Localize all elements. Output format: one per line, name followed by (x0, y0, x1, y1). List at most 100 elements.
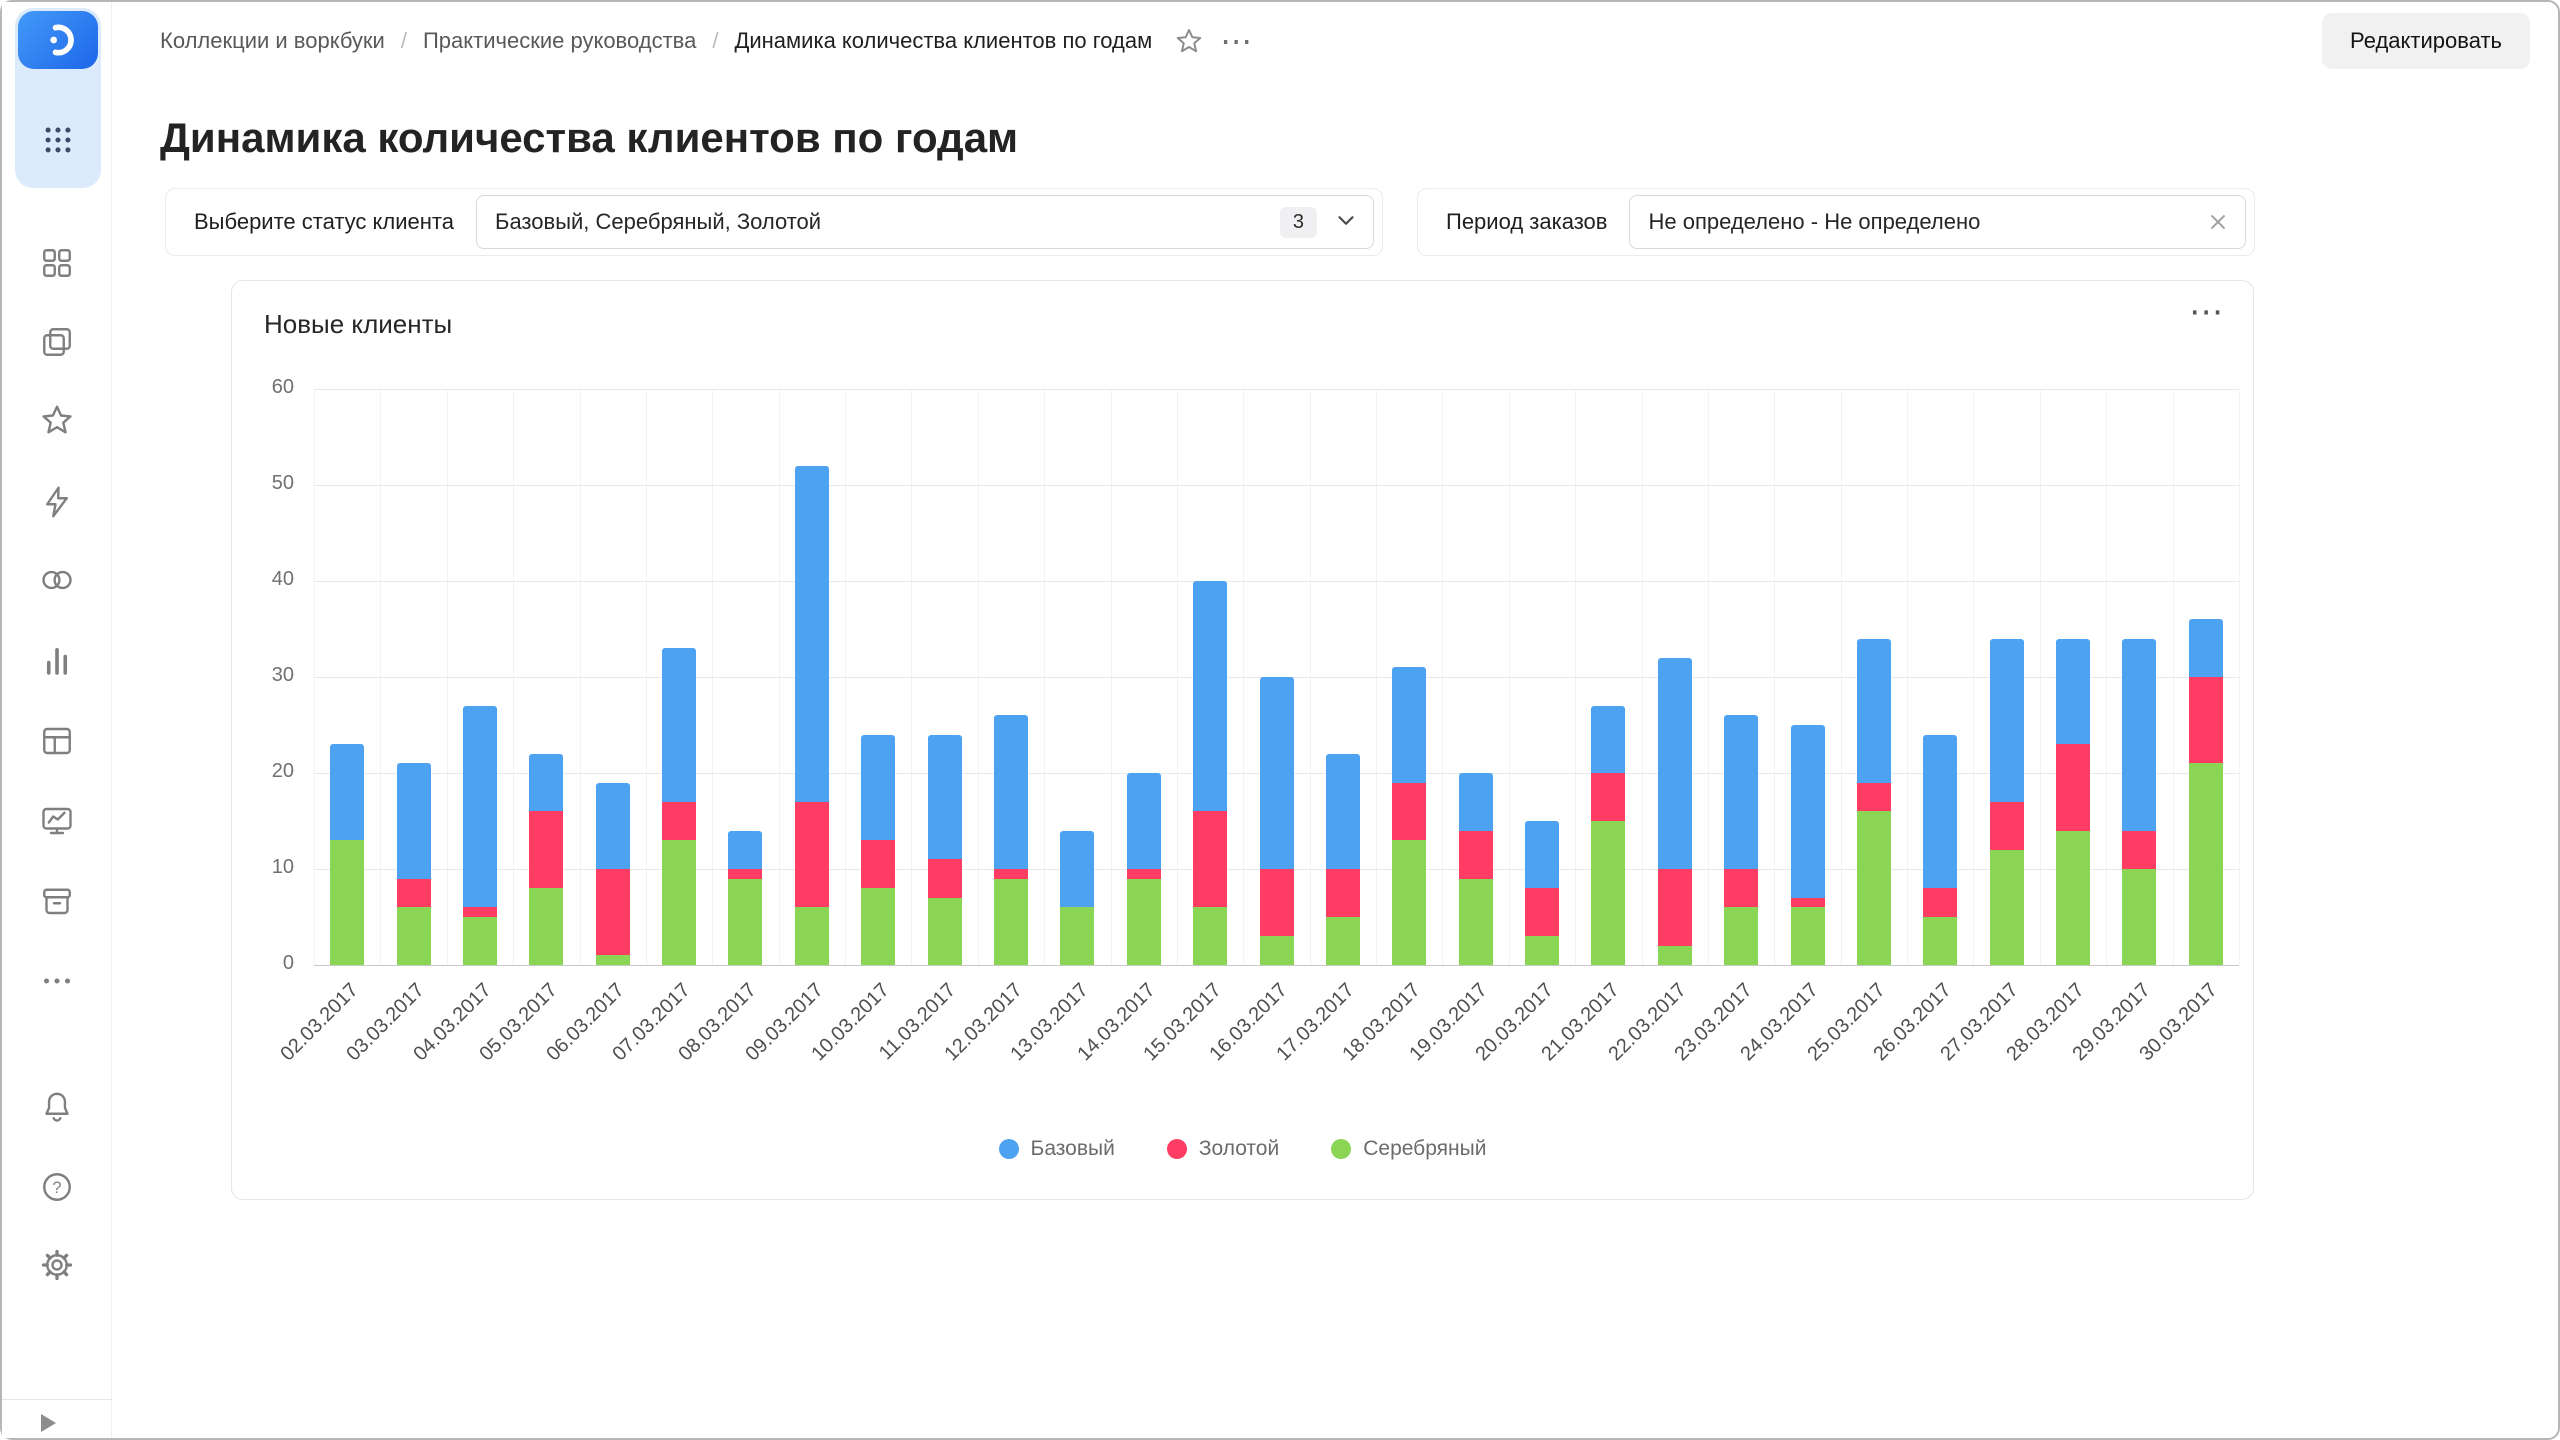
bar-segment[interactable] (662, 840, 697, 965)
stacked-bar[interactable] (1193, 581, 1228, 965)
period-input[interactable]: Не определено - Не определено (1629, 195, 2246, 249)
bar-segment[interactable] (330, 840, 365, 965)
bar-segment[interactable] (2056, 830, 2091, 965)
sidebar-item-more[interactable] (35, 959, 79, 1003)
stacked-bar[interactable] (1856, 638, 1891, 965)
bar-segment[interactable] (1325, 917, 1360, 965)
bar-segment[interactable] (1923, 917, 1958, 965)
sidebar-item-charts[interactable] (35, 639, 79, 683)
bar-segment[interactable] (1724, 907, 1759, 965)
stacked-bar[interactable] (529, 753, 564, 965)
bar-segment[interactable] (1060, 907, 1095, 965)
bar-segment[interactable] (861, 888, 896, 965)
stacked-bar[interactable] (1790, 725, 1825, 965)
status-select[interactable]: Базовый, Серебряный, Золотой 3 (476, 195, 1374, 249)
stacked-bar[interactable] (1657, 657, 1692, 965)
bar-segment[interactable] (1193, 811, 1228, 908)
bar-segment[interactable] (595, 782, 630, 870)
bar-segment[interactable] (1458, 773, 1493, 831)
sidebar-item-help[interactable]: ? (35, 1165, 79, 1209)
sidebar-item-dashboards[interactable] (35, 799, 79, 843)
stacked-bar[interactable] (1325, 753, 1360, 965)
bar-segment[interactable] (662, 801, 697, 841)
stacked-bar[interactable] (993, 715, 1028, 965)
breadcrumb-collections[interactable]: Коллекции и воркбуки (160, 28, 385, 53)
stacked-bar[interactable] (662, 648, 697, 965)
sidebar-item-workbooks[interactable] (35, 320, 79, 364)
bar-segment[interactable] (595, 955, 630, 965)
stacked-bar[interactable] (794, 465, 829, 965)
stacked-bar[interactable] (1126, 773, 1161, 965)
legend-item[interactable]: Базовый (998, 1137, 1115, 1161)
sidebar-item-storage[interactable] (35, 879, 79, 923)
bar-segment[interactable] (1525, 888, 1560, 937)
bar-segment[interactable] (1325, 753, 1360, 869)
bar-segment[interactable] (1790, 907, 1825, 965)
datalens-logo-icon[interactable] (18, 11, 98, 69)
bar-segment[interactable] (794, 801, 829, 908)
bar-segment[interactable] (1525, 821, 1560, 889)
bar-segment[interactable] (529, 753, 564, 812)
bar-segment[interactable] (1193, 907, 1228, 965)
bar-segment[interactable] (396, 878, 431, 908)
stacked-bar[interactable] (2056, 638, 2091, 965)
bar-segment[interactable] (462, 917, 497, 965)
bar-segment[interactable] (396, 907, 431, 965)
bar-segment[interactable] (1126, 869, 1161, 879)
bar-segment[interactable] (927, 859, 962, 898)
sidebar-item-datasets[interactable] (35, 719, 79, 763)
bar-segment[interactable] (1856, 782, 1891, 812)
bar-segment[interactable] (728, 869, 763, 879)
bar-segment[interactable] (1724, 869, 1759, 908)
bar-segment[interactable] (1790, 725, 1825, 898)
bar-segment[interactable] (794, 465, 829, 802)
bar-segment[interactable] (2056, 744, 2091, 831)
bar-segment[interactable] (794, 907, 829, 965)
bar-segment[interactable] (1259, 677, 1294, 870)
bar-segment[interactable] (1060, 830, 1095, 908)
bar-segment[interactable] (1591, 773, 1626, 821)
stacked-bar[interactable] (396, 763, 431, 965)
legend-item[interactable]: Серебряный (1331, 1137, 1486, 1161)
bar-segment[interactable] (1657, 657, 1692, 870)
bar-segment[interactable] (1126, 773, 1161, 870)
bar-segment[interactable] (1193, 581, 1228, 812)
bar-segment[interactable] (1259, 936, 1294, 965)
stacked-bar[interactable] (1591, 705, 1626, 965)
bar-segment[interactable] (2122, 830, 2157, 869)
bar-segment[interactable] (1325, 869, 1360, 917)
stacked-bar[interactable] (330, 744, 365, 965)
bar-segment[interactable] (1923, 888, 1958, 917)
stacked-bar[interactable] (595, 782, 630, 965)
stacked-bar[interactable] (1060, 830, 1095, 965)
bar-segment[interactable] (993, 878, 1028, 965)
stacked-bar[interactable] (861, 734, 896, 965)
bar-segment[interactable] (662, 648, 697, 802)
stacked-bar[interactable] (728, 830, 763, 965)
stacked-bar[interactable] (2188, 619, 2223, 965)
favorite-star-button[interactable] (1174, 26, 1204, 56)
chart-more-button[interactable]: ⋯ (2189, 295, 2223, 329)
sidebar-item-collections[interactable] (35, 241, 79, 285)
breadcrumb-guides[interactable]: Практические руководства (422, 28, 697, 53)
bar-segment[interactable] (728, 830, 763, 870)
bar-segment[interactable] (330, 744, 365, 841)
bar-segment[interactable] (1989, 801, 2024, 850)
bar-segment[interactable] (1856, 638, 1891, 783)
breadcrumb-more-button[interactable]: ⋯ (1220, 25, 1252, 57)
bar-segment[interactable] (1657, 945, 1692, 965)
bar-segment[interactable] (1458, 830, 1493, 879)
stacked-bar[interactable] (927, 734, 962, 965)
bar-segment[interactable] (728, 878, 763, 965)
bar-segment[interactable] (927, 897, 962, 965)
bar-segment[interactable] (1392, 782, 1427, 841)
apps-grid-icon[interactable] (38, 120, 78, 160)
sidebar-item-quick-actions[interactable] (35, 480, 79, 524)
bar-segment[interactable] (2056, 638, 2091, 745)
bar-segment[interactable] (396, 763, 431, 879)
bar-segment[interactable] (2188, 763, 2223, 965)
stacked-bar[interactable] (1458, 773, 1493, 965)
bar-segment[interactable] (1989, 638, 2024, 802)
bar-segment[interactable] (2188, 619, 2223, 678)
bar-segment[interactable] (529, 888, 564, 965)
